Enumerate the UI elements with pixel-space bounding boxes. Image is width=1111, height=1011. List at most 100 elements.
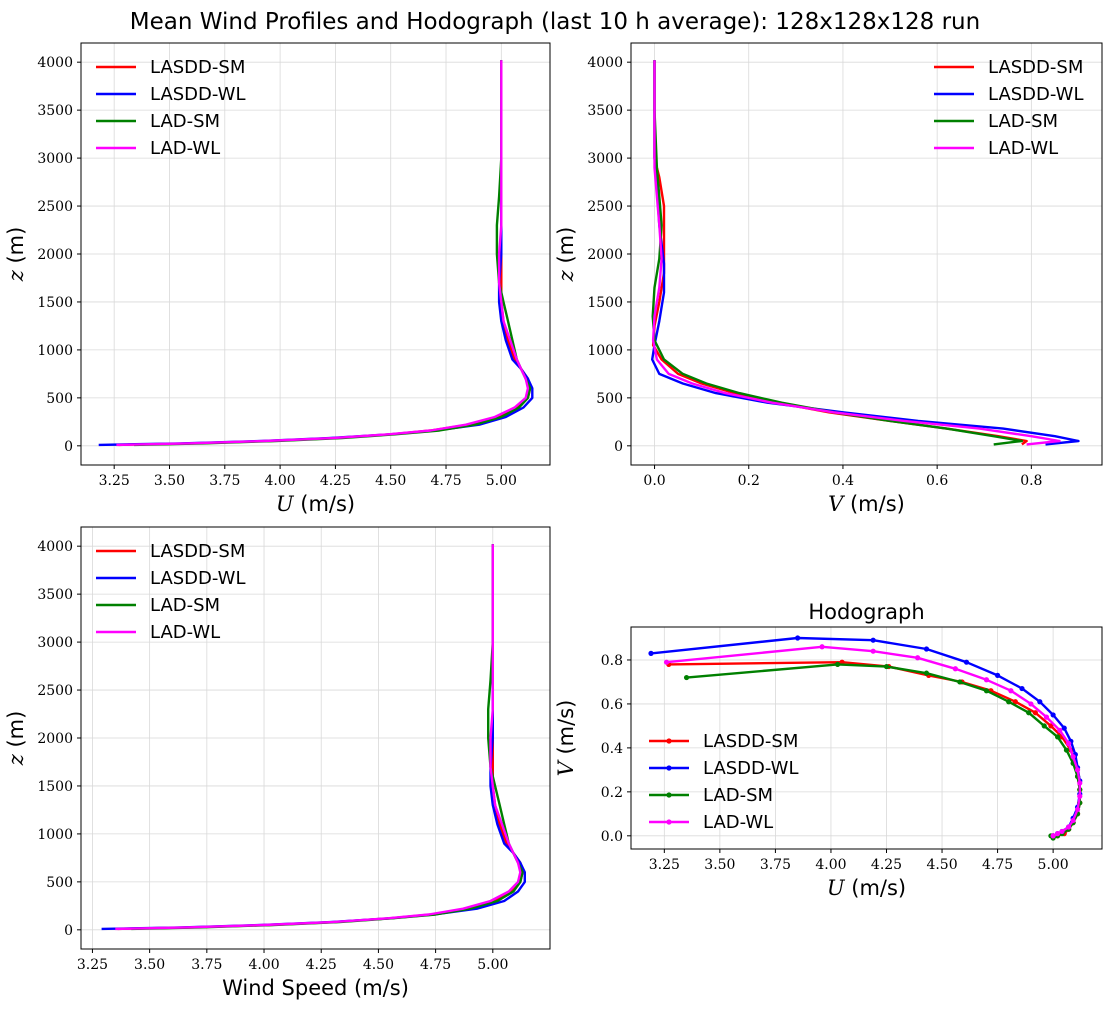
- data-point-lad-wl: [663, 659, 670, 665]
- y-tick-label: 0: [64, 923, 73, 939]
- data-point-lasdd-sm: [1048, 723, 1054, 729]
- data-point-lad-wl: [819, 644, 825, 650]
- y-tick-label: 3500: [37, 103, 73, 119]
- y-tick-label: 3000: [37, 151, 73, 167]
- x-axis-variable: U: [276, 492, 295, 516]
- y-tick-label: 500: [46, 875, 73, 891]
- y-tick-label: 500: [596, 391, 623, 407]
- data-point-lad-wl: [1008, 688, 1014, 694]
- legend: LASDD-SM LASDD-WL LAD-SM LAD-WL: [934, 57, 1084, 159]
- x-tick-label: 0.6: [926, 473, 948, 489]
- data-point-lad-sm: [1041, 723, 1047, 729]
- x-tick-label: 5.00: [486, 473, 517, 489]
- y-tick-label: 3500: [37, 587, 73, 603]
- data-point-lad-wl: [1077, 780, 1083, 786]
- data-point-lad-sm: [1054, 734, 1061, 740]
- x-tick-label: 3.50: [134, 957, 165, 973]
- x-tick-label: 4.50: [926, 857, 957, 873]
- x-tick-label: 4.50: [363, 957, 394, 973]
- y-axis-label: z (m): [4, 227, 28, 283]
- data-point-lad-sm: [1006, 699, 1012, 705]
- data-point-lad-sm: [883, 663, 890, 670]
- data-point-lasdd-wl: [994, 672, 1001, 678]
- data-point-lad-wl: [1050, 833, 1056, 839]
- data-point-lad-wl: [1074, 806, 1081, 813]
- y-tick-label: 1500: [37, 295, 73, 311]
- data-point-lad-sm: [923, 670, 930, 676]
- data-point-lasdd-wl: [648, 650, 654, 656]
- y-axis-variable: V: [554, 759, 578, 776]
- data-point-lad-wl: [914, 655, 921, 661]
- data-point-lad-wl: [1054, 831, 1061, 837]
- y-axis-variable: z: [4, 753, 28, 766]
- y-tick-label: 4000: [37, 55, 73, 71]
- legend-label-lasdd-sm: LASDD-SM: [988, 57, 1083, 78]
- data-point-lad-sm: [683, 674, 690, 681]
- x-tick-label: 3.25: [99, 473, 130, 489]
- legend-label-lasdd-sm: LASDD-SM: [703, 731, 798, 752]
- y-axis-variable: z: [554, 269, 578, 282]
- legend-label-lad-sm: LAD-SM: [150, 595, 220, 616]
- data-point-lad-wl: [1074, 767, 1081, 773]
- legend-marker: [666, 819, 672, 825]
- x-tick-label: 4.25: [871, 857, 902, 873]
- data-point-lad-wl: [870, 648, 876, 654]
- x-tick-label: 3.25: [649, 857, 680, 873]
- y-axis-unit: (m): [554, 227, 578, 271]
- x-tick-label: 3.50: [704, 857, 735, 873]
- y-tick-label: 0.0: [601, 829, 623, 845]
- data-point-lad-wl: [1066, 740, 1072, 747]
- x-tick-label: 0.4: [832, 473, 854, 489]
- data-point-lad-wl: [952, 666, 958, 672]
- data-point-lasdd-wl: [795, 635, 801, 641]
- x-tick-label: 5.00: [477, 957, 508, 973]
- legend-label-lad-sm: LAD-SM: [150, 111, 220, 132]
- y-tick-label: 1500: [37, 779, 73, 795]
- data-point-lasdd-sm: [1012, 699, 1018, 705]
- legend-label-lasdd-wl: LASDD-WL: [150, 568, 246, 589]
- data-point-lad-wl: [1070, 754, 1076, 760]
- y-tick-label: 4000: [587, 55, 623, 71]
- y-tick-label: 4000: [37, 539, 73, 555]
- data-point-lad-sm: [983, 688, 990, 694]
- y-tick-label: 0.2: [601, 785, 623, 801]
- legend-label-lad-wl: LAD-WL: [150, 622, 220, 643]
- y-tick-label: 2500: [37, 199, 73, 215]
- legend: LASDD-SM LASDD-WL LAD-SM LAD-WL: [96, 57, 246, 159]
- data-point-lad-wl: [1066, 824, 1072, 830]
- y-tick-label: 2000: [37, 731, 73, 747]
- data-point-lad-wl: [1059, 828, 1065, 835]
- legend: LASDD-SM LASDD-WL LAD-SM LAD-WL: [649, 731, 799, 833]
- x-tick-label: 3.75: [209, 473, 240, 489]
- y-axis-variable: z: [4, 269, 28, 282]
- x-axis-label: U (m/s): [276, 492, 355, 516]
- y-axis-unit: (m/s): [554, 700, 578, 762]
- x-axis-variable: U: [827, 876, 846, 900]
- x-tick-label: 4.00: [248, 957, 279, 973]
- y-tick-label: 3500: [587, 103, 623, 119]
- legend-label-lasdd-wl: LASDD-WL: [703, 758, 799, 779]
- series-line-lad-sm: [651, 60, 1024, 446]
- x-tick-label: 4.75: [430, 473, 461, 489]
- y-tick-label: 1000: [587, 343, 623, 359]
- x-tick-label: 4.75: [982, 857, 1013, 873]
- y-axis-unit: (m): [4, 227, 28, 271]
- x-axis-unit: (m/s): [845, 876, 907, 900]
- y-tick-label: 2500: [37, 683, 73, 699]
- data-point-lad-wl: [983, 677, 990, 683]
- x-tick-label: 4.25: [306, 957, 337, 973]
- x-tick-label: 0.2: [738, 473, 760, 489]
- u-profile-axes: 3.25 3.50 3.75 4.00 4.25 4.50 4.75 5.00 0 500 1000…: [4, 42, 551, 516]
- x-axis-label: U (m/s): [827, 876, 906, 900]
- data-point-lasdd-wl: [923, 646, 930, 652]
- data-point-lad-sm: [1026, 710, 1032, 716]
- series-line-lad-wl: [651, 60, 1061, 446]
- data-point-lad-wl: [1057, 727, 1063, 733]
- x-tick-label: 4.75: [420, 957, 451, 973]
- data-point-lad-wl: [1043, 714, 1050, 720]
- data-point-lasdd-wl: [1061, 725, 1067, 731]
- y-tick-label: 1000: [37, 827, 73, 843]
- y-axis-label: V (m/s): [554, 700, 578, 777]
- data-point-lasdd-sm: [1032, 710, 1038, 716]
- y-tick-label: 0: [64, 439, 73, 455]
